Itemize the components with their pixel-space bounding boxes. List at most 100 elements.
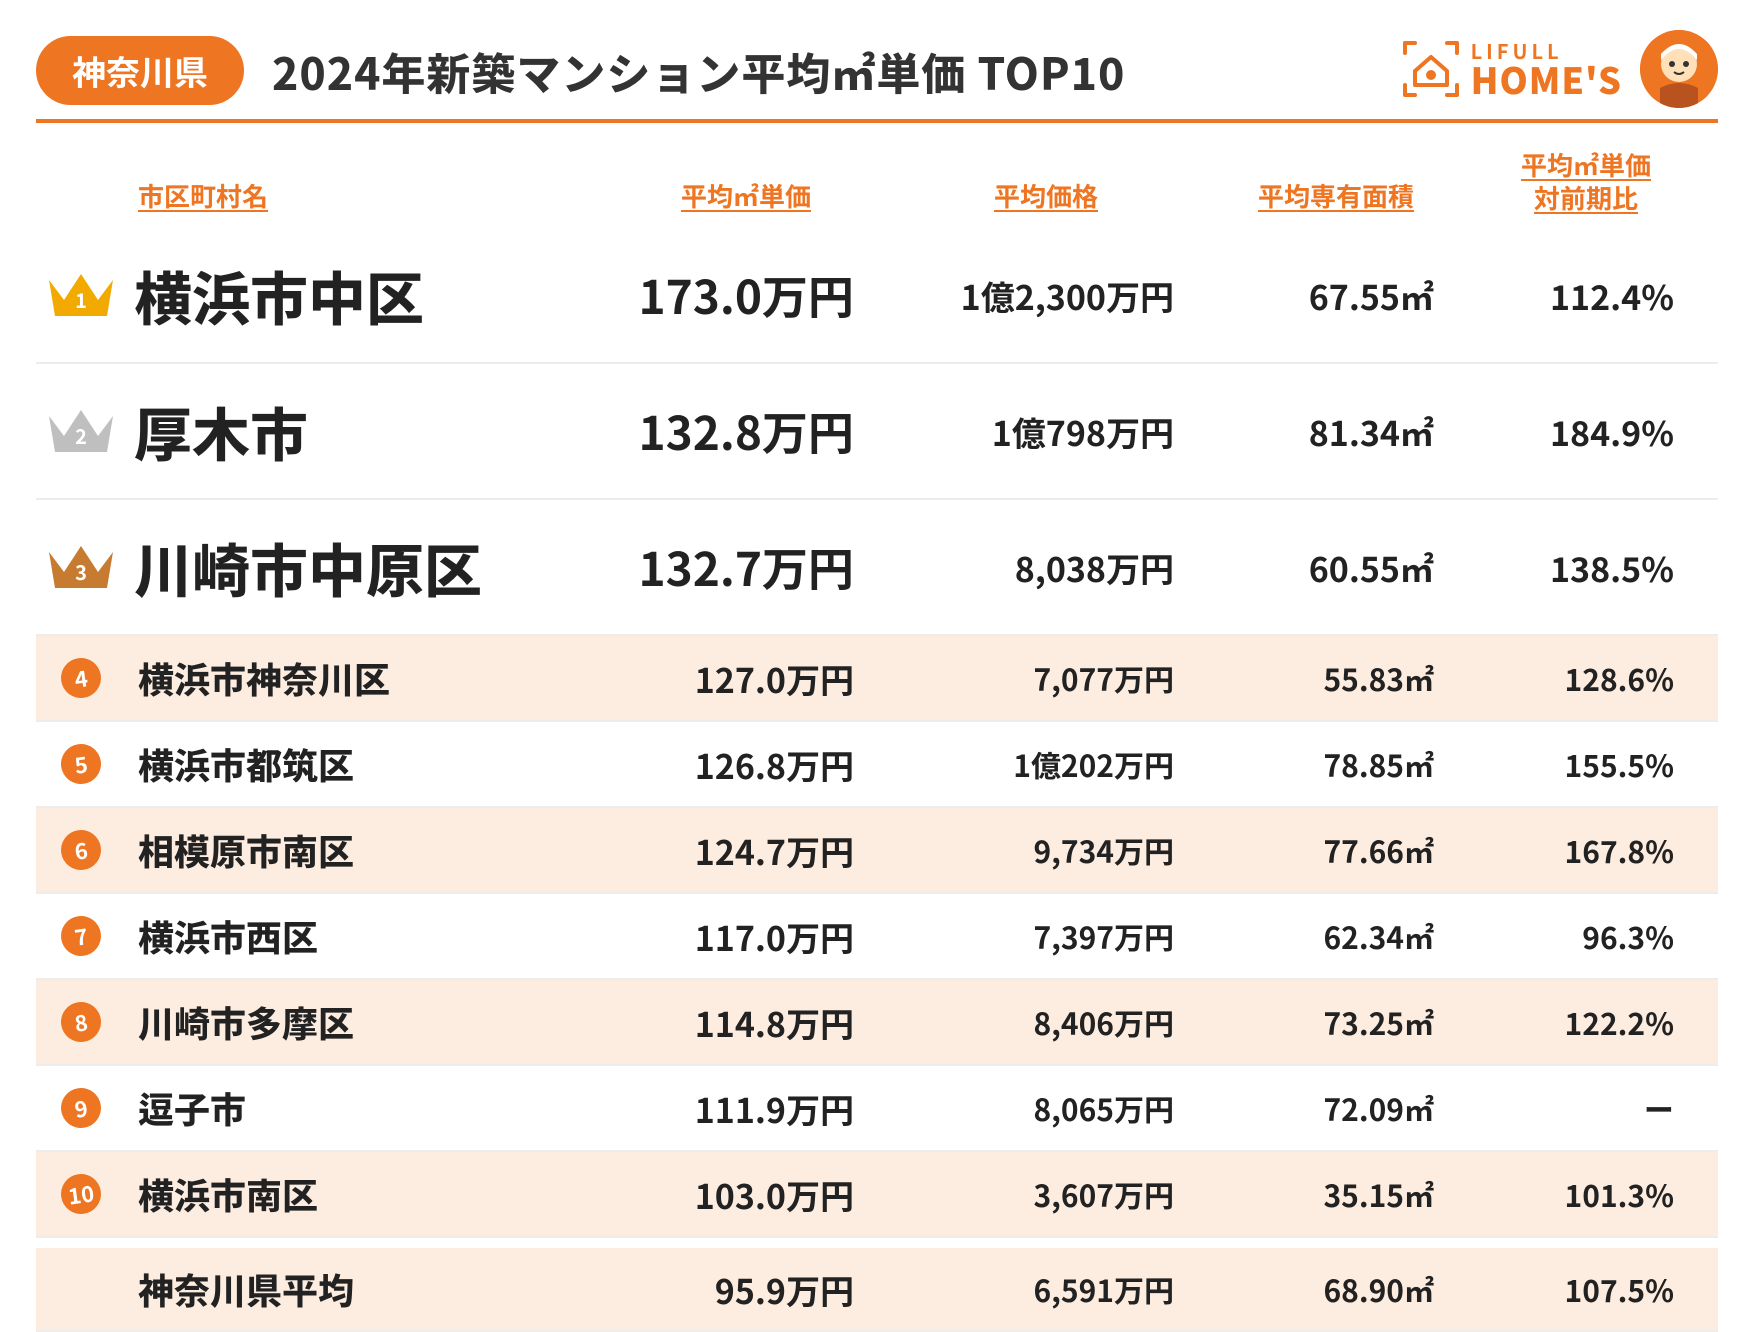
avg-area: 35.15㎡ (1206, 1172, 1466, 1216)
area-name: 相模原市南区 (126, 824, 606, 876)
table-row: 1 横浜市中区173.0万円1億2,300万円67.55㎡112.4% (36, 228, 1718, 364)
ranking-rows: 1 横浜市中区173.0万円1億2,300万円67.55㎡112.4% 2 厚木… (36, 228, 1718, 1238)
yoy: 128.6% (1466, 656, 1706, 700)
avg-price: 7,077万円 (886, 656, 1206, 700)
rank-badge: 5 (58, 741, 103, 786)
ranking-container: 神奈川県 2024年新築マンション平均㎡単価 TOP10 (0, 0, 1754, 1332)
avg-price: 1億798万円 (886, 407, 1206, 456)
price-per-m2: 117.0万円 (606, 912, 886, 961)
svg-text:3: 3 (75, 557, 87, 586)
area-name: 川崎市中原区 (126, 525, 606, 609)
price-per-m2: 111.9万円 (606, 1084, 886, 1133)
crown-icon: 3 (44, 538, 118, 596)
rank-cell: 6 (36, 830, 126, 870)
avg-area: 68.90㎡ (1206, 1267, 1466, 1311)
rank-cell: 10 (36, 1174, 126, 1214)
table-row: 4横浜市神奈川区127.0万円7,077万円55.83㎡128.6% (36, 636, 1718, 722)
price-per-m2: 173.0万円 (606, 262, 886, 328)
table-row: 6 相模原市南区124.7万円9,734万円77.66㎡167.8% (36, 808, 1718, 894)
avg-price: 8,038万円 (886, 543, 1206, 592)
yoy: 138.5% (1466, 543, 1706, 592)
avg-area: 77.66㎡ (1206, 828, 1466, 872)
avg-price: 1億2,300万円 (886, 271, 1206, 320)
rank-cell: 8 (36, 1002, 126, 1042)
avg-area: 62.34㎡ (1206, 914, 1466, 958)
yoy: 155.5% (1466, 742, 1706, 786)
mascot-icon (1640, 30, 1718, 108)
table-row: 5 横浜市都筑区126.8万円1億202万円78.85㎡155.5% (36, 722, 1718, 808)
yoy: 112.4% (1466, 271, 1706, 320)
price-per-m2: 103.0万円 (606, 1170, 886, 1219)
avg-price: 8,406万円 (886, 1000, 1206, 1044)
rank-cell: 7 (36, 916, 126, 956)
area-name: 横浜市西区 (126, 910, 606, 962)
avg-area: 60.55㎡ (1206, 543, 1466, 592)
col-header-avg-area: 平均専有面積 (1206, 177, 1466, 214)
logo-text: LIFULL HOME'S (1471, 41, 1622, 97)
yoy: 122.2% (1466, 1000, 1706, 1044)
table-row: 7 横浜市西区117.0万円7,397万円62.34㎡96.3% (36, 894, 1718, 980)
yoy: 167.8% (1466, 828, 1706, 872)
col-header-name: 市区町村名 (126, 177, 606, 214)
table-row: 10横浜市南区103.0万円3,607万円35.15㎡101.3% (36, 1152, 1718, 1238)
price-per-m2: 132.7万円 (606, 534, 886, 600)
avg-price: 7,397万円 (886, 914, 1206, 958)
area-name: 逗子市 (126, 1082, 606, 1134)
rank-badge: 6 (58, 827, 103, 872)
avg-area: 55.83㎡ (1206, 656, 1466, 700)
page-title: 2024年新築マンション平均㎡単価 TOP10 (272, 39, 1125, 103)
area-name: 横浜市中区 (126, 253, 606, 337)
price-per-m2: 114.8万円 (606, 998, 886, 1047)
avg-area: 73.25㎡ (1206, 1000, 1466, 1044)
svg-text:1: 1 (75, 285, 87, 314)
yoy: 184.9% (1466, 407, 1706, 456)
col-header-avg-price: 平均価格 (886, 177, 1206, 214)
yoy: 101.3% (1466, 1172, 1706, 1216)
avg-price: 1億202万円 (886, 742, 1206, 786)
col-header-yoy: 平均㎡単価対前期比 (1466, 149, 1706, 214)
area-name: 横浜市南区 (126, 1168, 606, 1220)
prefecture-badge: 神奈川県 (36, 36, 244, 105)
logo: LIFULL HOME'S (1401, 39, 1622, 99)
rank-cell: 3 (36, 538, 126, 596)
avg-area: 78.85㎡ (1206, 742, 1466, 786)
yoy: ー (1466, 1086, 1706, 1130)
rank-cell: 5 (36, 744, 126, 784)
average-row: 神奈川県平均 95.9万円 6,591万円 68.90㎡ 107.5% (36, 1238, 1718, 1332)
house-icon (1401, 39, 1461, 99)
price-per-m2: 126.8万円 (606, 740, 886, 789)
rank-badge: 4 (58, 655, 103, 700)
rank-cell: 1 (36, 266, 126, 324)
table-row: 8 川崎市多摩区114.8万円8,406万円73.25㎡122.2% (36, 980, 1718, 1066)
rank-cell: 2 (36, 402, 126, 460)
avg-name: 神奈川県平均 (126, 1263, 606, 1315)
logo-block: LIFULL HOME'S (1401, 30, 1718, 108)
avg-price-m2: 95.9万円 (606, 1265, 886, 1314)
yoy: 96.3% (1466, 914, 1706, 958)
col-header-price-m2: 平均㎡単価 (606, 177, 886, 214)
rank-badge: 9 (58, 1085, 103, 1130)
column-headers: 市区町村名 平均㎡単価 平均価格 平均専有面積 平均㎡単価対前期比 (36, 131, 1718, 228)
area-name: 厚木市 (126, 389, 606, 473)
svg-text:2: 2 (75, 421, 87, 450)
rank-badge: 8 (58, 999, 103, 1044)
avg-area: 81.34㎡ (1206, 407, 1466, 456)
area-name: 横浜市神奈川区 (126, 652, 606, 704)
rank-badge: 10 (58, 1171, 103, 1216)
avg-price: 6,591万円 (886, 1267, 1206, 1311)
price-per-m2: 124.7万円 (606, 826, 886, 875)
avg-area: 67.55㎡ (1206, 271, 1466, 320)
area-name: 川崎市多摩区 (126, 996, 606, 1048)
logo-homes: HOME'S (1471, 61, 1622, 97)
crown-icon: 2 (44, 402, 118, 460)
area-name: 横浜市都筑区 (126, 738, 606, 790)
crown-icon: 1 (44, 266, 118, 324)
avg-price: 9,734万円 (886, 828, 1206, 872)
avg-area: 72.09㎡ (1206, 1086, 1466, 1130)
table-row: 2 厚木市132.8万円1億798万円81.34㎡184.9% (36, 364, 1718, 500)
table-row: 3 川崎市中原区132.7万円8,038万円60.55㎡138.5% (36, 500, 1718, 636)
avg-price: 8,065万円 (886, 1086, 1206, 1130)
rank-badge: 7 (58, 913, 103, 958)
rank-cell: 9 (36, 1088, 126, 1128)
table-row: 9 逗子市111.9万円8,065万円72.09㎡ー (36, 1066, 1718, 1152)
